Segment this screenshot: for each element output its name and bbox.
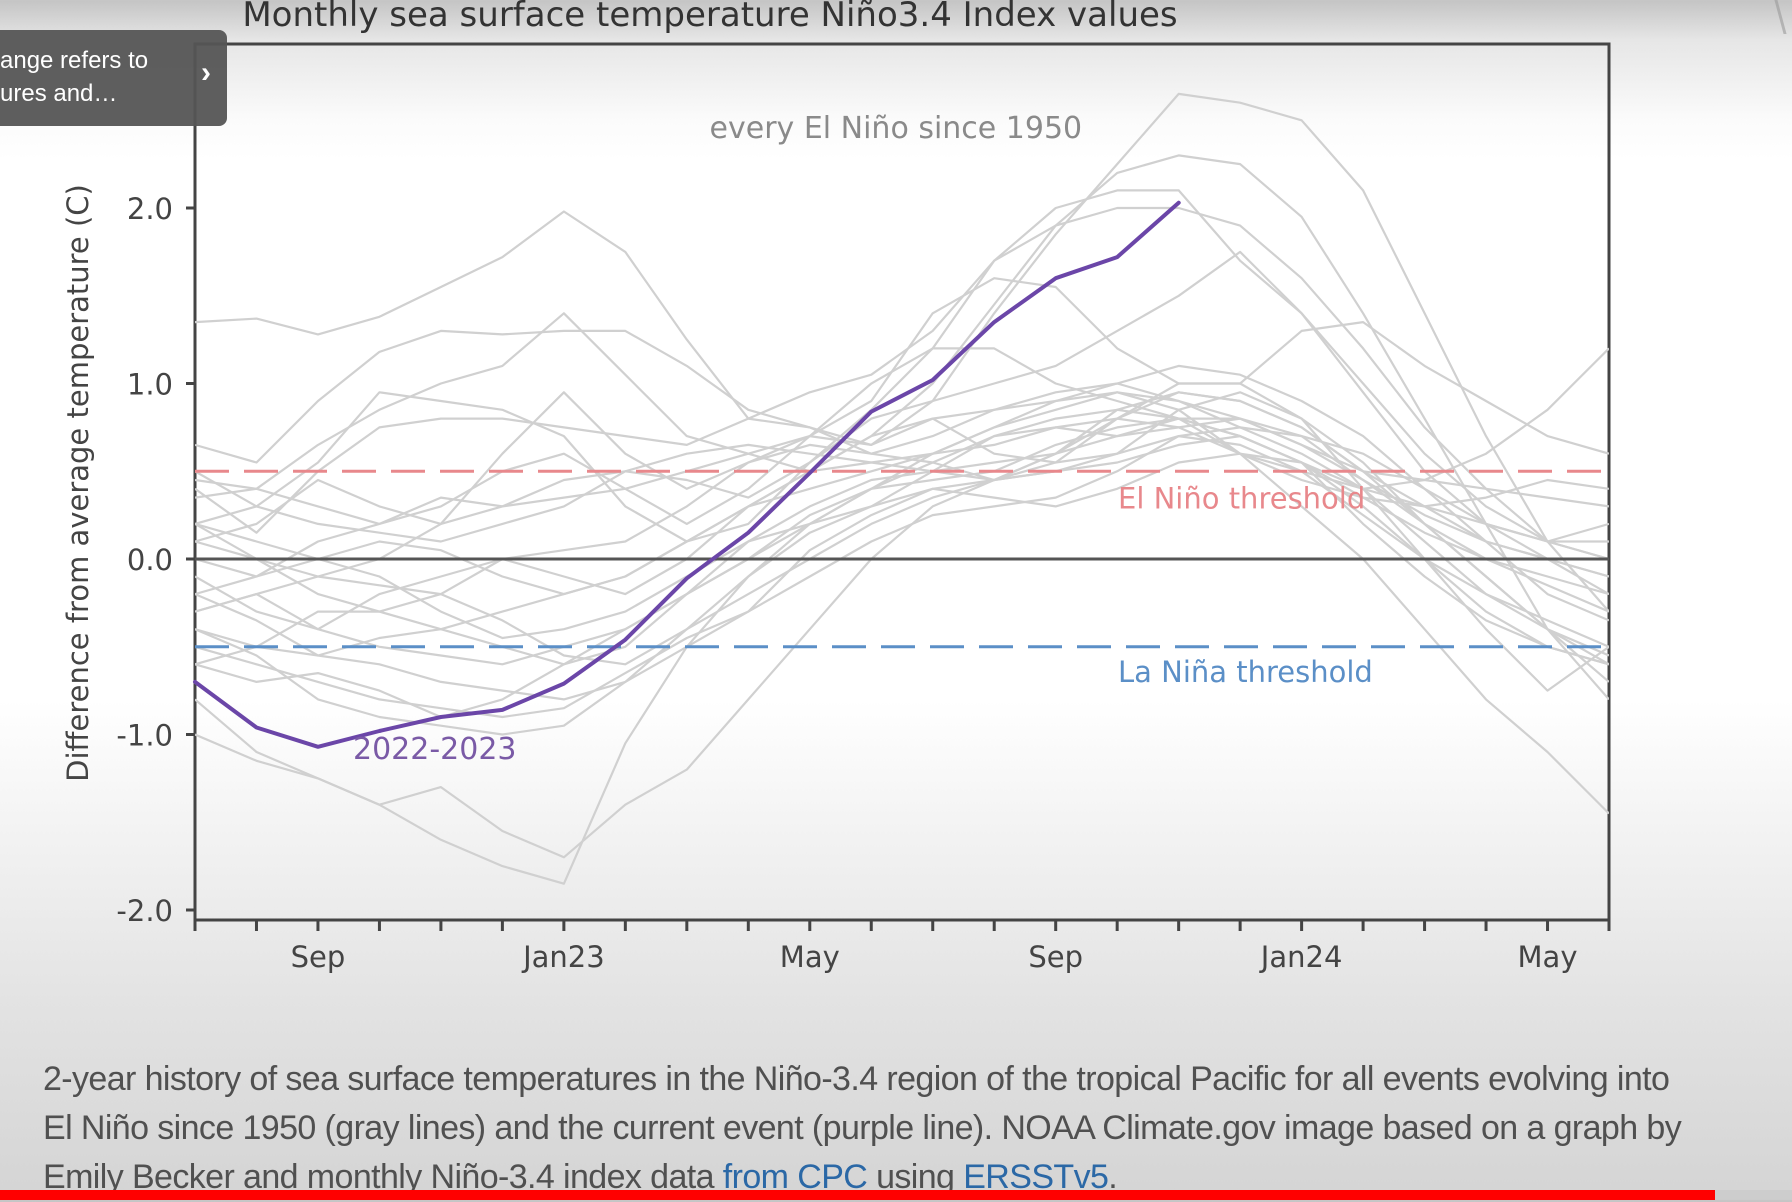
caption-text-1: 2-year history of sea surface temperatur… — [43, 1060, 1682, 1196]
historical-series-line — [195, 382, 1609, 692]
historical-series-line — [195, 391, 1609, 657]
plot-area — [193, 42, 1611, 922]
historical-series-line — [195, 417, 1609, 666]
reference-lines-group: El Niño threshold La Niña threshold — [195, 469, 1609, 689]
x-axis: Sep Jan23 May Sep Jan24 May — [193, 920, 1611, 974]
historical-series-line — [195, 435, 1609, 648]
y-axis: 2.0 1.0 0.0 -1.0 -2.0 — [116, 192, 195, 928]
historical-series-line — [195, 435, 1609, 719]
x-tick-label: Sep — [1028, 940, 1083, 974]
chevron-right-icon[interactable]: › — [201, 56, 211, 89]
tooltip-line-1: ange refers to — [0, 47, 149, 74]
annotation-current-event: 2022-2023 — [353, 732, 517, 767]
historical-series-line — [195, 206, 1609, 561]
historical-series-line — [195, 382, 1609, 613]
caption-text-3: . — [1108, 1158, 1118, 1196]
y-tick-label: 0.0 — [127, 543, 173, 577]
historical-series-line — [195, 417, 1609, 640]
video-progress-bar[interactable] — [0, 1190, 1792, 1200]
historical-series-line — [195, 408, 1609, 701]
link-from-cpc[interactable]: from CPC — [722, 1158, 868, 1196]
historical-series-line — [195, 250, 1609, 561]
y-tick-label: -1.0 — [116, 719, 173, 753]
tooltip-card[interactable]: ange refers to ures and… › — [0, 30, 227, 126]
historical-series-line — [195, 189, 1609, 578]
nino34-chart: Monthly sea surface temperature Niño3.4 … — [61, 0, 1611, 974]
y-tick-label: -2.0 — [116, 894, 173, 928]
la-nina-threshold-label: La Niña threshold — [1118, 655, 1373, 689]
annotations-group: every El Niño since 1950 2022-2023 — [353, 111, 1082, 767]
annotation-every-el-nino: every El Niño since 1950 — [710, 111, 1083, 146]
chart-title: Monthly sea surface temperature Niño3.4 … — [242, 0, 1177, 35]
x-tick-label: May — [780, 940, 840, 974]
historical-series-line — [195, 452, 1609, 885]
historical-series-line — [195, 417, 1609, 596]
figure-caption: 2-year history of sea surface temperatur… — [43, 1055, 1683, 1202]
tooltip-line-2: ures and… — [0, 80, 118, 107]
el-nino-threshold-label: El Niño threshold — [1118, 481, 1365, 515]
historical-series-line — [195, 426, 1609, 736]
historical-series-line — [195, 277, 1609, 543]
video-progress-played — [0, 1190, 1715, 1200]
historical-series-line — [195, 364, 1609, 613]
link-ersstv5[interactable]: ERSSTv5 — [963, 1158, 1109, 1196]
y-axis-label: Difference from average temperature (C) — [61, 184, 95, 782]
current-series-line — [193, 200, 1181, 749]
current-series-group — [193, 200, 1181, 749]
x-tick-label: Jan23 — [521, 940, 605, 974]
y-tick-label: 2.0 — [127, 192, 173, 226]
historical-series-line — [195, 92, 1609, 613]
historical-series-line — [195, 391, 1609, 859]
caption-text-2: using — [867, 1158, 964, 1196]
x-tick-label: Sep — [291, 940, 346, 974]
x-tick-label: Jan24 — [1259, 940, 1343, 974]
x-tick-label: May — [1518, 940, 1578, 974]
y-tick-label: 1.0 — [127, 368, 173, 402]
